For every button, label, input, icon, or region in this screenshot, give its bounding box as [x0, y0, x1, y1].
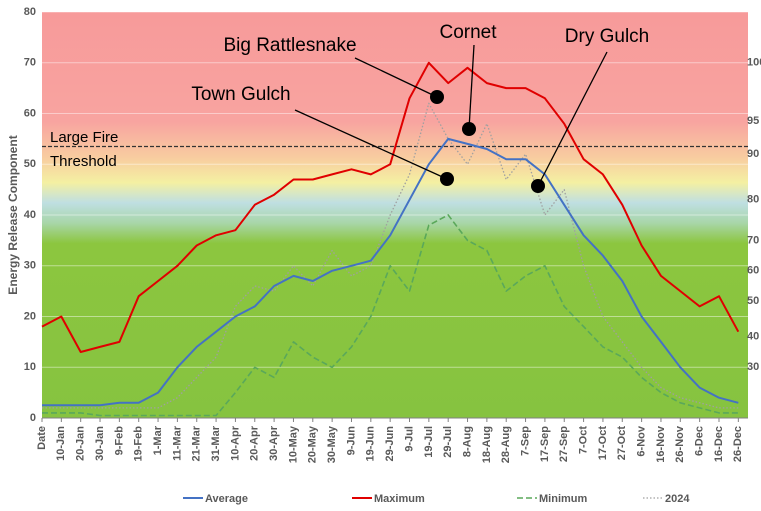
x-tick-label: 18-Aug: [481, 426, 493, 463]
annotation: Town Gulch: [191, 84, 290, 105]
x-tick-label: 29-Jun: [384, 426, 396, 462]
y-tick-label: 10: [24, 361, 36, 373]
x-tick-label: 6-Nov: [636, 425, 648, 456]
leader-line: [537, 51, 608, 187]
y-tick-label: 80: [24, 6, 36, 18]
y-tick-label: 60: [24, 107, 36, 119]
x-tick-label: 10-May: [287, 425, 299, 463]
x-tick-label: 10-Apr: [229, 425, 241, 461]
x-tick-label: 10-Jan: [55, 426, 67, 461]
y2-tick-label: 80: [747, 194, 759, 206]
x-tick-label: 30-May: [326, 425, 338, 463]
x-tick-label: 16-Nov: [655, 425, 667, 463]
y2-tick-label: 40: [747, 331, 759, 343]
station-dot: [462, 122, 476, 136]
x-tick-label: 21-Mar: [191, 425, 203, 461]
x-tick-label: 20-May: [307, 425, 319, 463]
series-line: [42, 214, 739, 417]
y-tick-label: 0: [30, 412, 36, 424]
y2-tick-label: 60: [747, 265, 759, 277]
x-tick-label: 29-Jul: [442, 426, 454, 458]
x-tick-label: 30-Jan: [94, 426, 106, 461]
x-tick-label: 7-Sep: [519, 426, 531, 456]
plot-background: [42, 12, 748, 418]
series-line: [42, 102, 739, 409]
x-tick-label: 8-Aug: [461, 426, 473, 457]
station-dot: [531, 179, 545, 193]
x-tick-label: 19-Jul: [423, 426, 435, 458]
x-tick-label: 11-Mar: [171, 425, 183, 461]
x-tick-label: 9-Jun: [345, 426, 357, 456]
y-tick-label: 70: [24, 57, 36, 69]
x-tick-label: 27-Oct: [616, 426, 628, 461]
station-dot: [440, 172, 454, 186]
x-tick-label: 17-Sep: [539, 426, 551, 462]
series-line: [41, 61, 740, 353]
leader-line: [354, 57, 438, 98]
x-tick-label: 9-Feb: [113, 426, 125, 456]
x-tick-label: 27-Sep: [558, 426, 570, 462]
y2-tick-label: 90: [747, 148, 759, 160]
x-tick-label: 20-Apr: [249, 425, 261, 461]
x-tick-label: 30-Apr: [268, 425, 280, 461]
y-tick-label: 30: [24, 260, 36, 272]
x-tick-label: 17-Oct: [597, 426, 609, 461]
y-tick-label: 40: [24, 209, 36, 221]
legend-label: Maximum: [374, 493, 425, 505]
x-tick-label: 7-Oct: [577, 426, 589, 454]
x-tick-label: 31-Mar: [210, 425, 222, 461]
threshold-label: Large Fire: [50, 129, 118, 146]
y2-tick-label: 100: [747, 57, 761, 69]
x-tick-label: 9-Jul: [403, 426, 415, 452]
threshold-label: Threshold: [50, 153, 117, 170]
x-tick-label: 26-Nov: [674, 425, 686, 463]
x-tick-label: 19-Feb: [133, 426, 145, 462]
y2-tick-label: 50: [747, 295, 759, 307]
y2-tick-label: 70: [747, 234, 759, 246]
station-dot: [430, 90, 444, 104]
annotation: Cornet: [439, 22, 497, 43]
x-tick-label: Date: [36, 426, 48, 450]
x-tick-label: 6-Dec: [694, 426, 706, 456]
x-tick-label: 20-Jan: [75, 426, 87, 461]
series-line: [42, 137, 739, 407]
annotation: Big Rattlesnake: [223, 35, 356, 56]
x-tick-label: 26-Dec: [732, 426, 744, 462]
leader-line: [294, 109, 448, 180]
x-tick-label: 1-Mar: [152, 425, 164, 455]
legend-label: Average: [205, 493, 248, 505]
legend-label: 2024: [665, 493, 690, 505]
y-tick-label: 50: [24, 158, 36, 170]
y2-tick-label: 30: [747, 361, 759, 373]
legend-label: Minimum: [539, 493, 587, 505]
y-axis-label: Energy Release Component: [6, 135, 20, 294]
y-tick-label: 20: [24, 310, 36, 322]
annotation: Dry Gulch: [565, 26, 649, 47]
x-tick-label: 19-Jun: [365, 426, 377, 462]
x-tick-label: 28-Aug: [500, 426, 512, 463]
y2-tick-label: 95: [747, 115, 759, 127]
leader-line: [468, 44, 475, 130]
x-tick-label: 16-Dec: [713, 426, 725, 462]
